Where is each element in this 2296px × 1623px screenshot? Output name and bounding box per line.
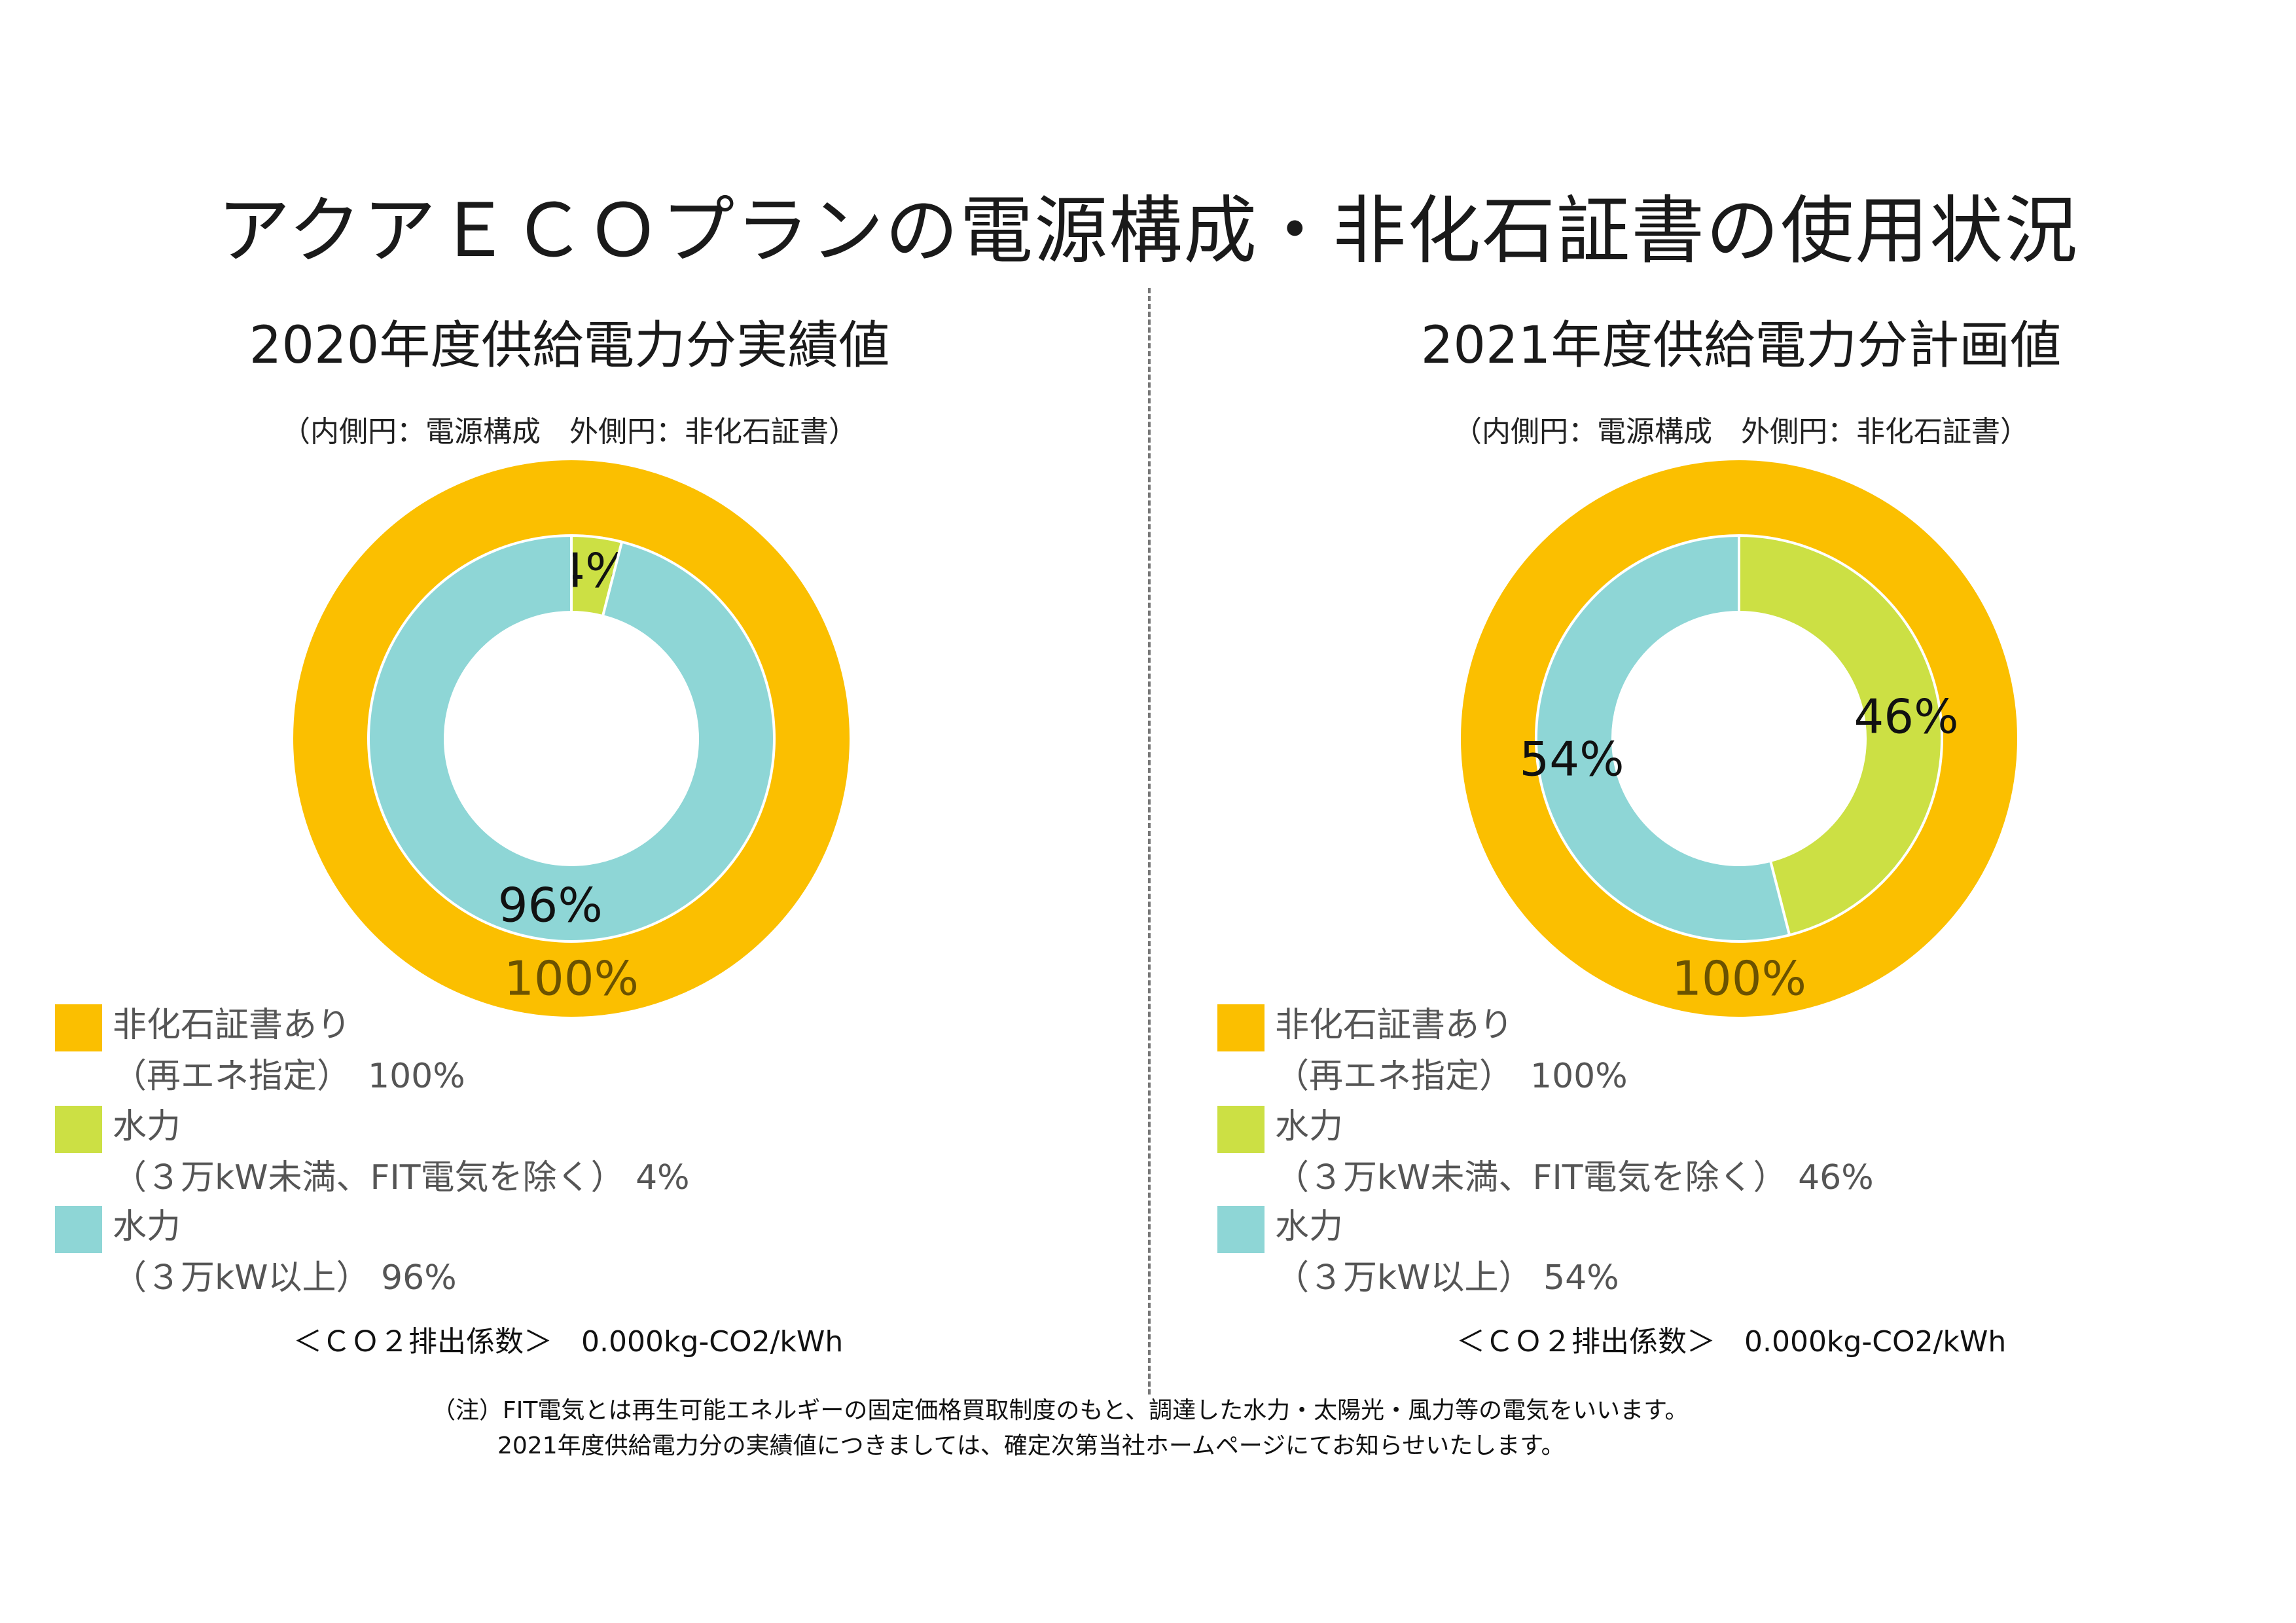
outer-ring-data-label: 100% — [504, 951, 639, 1006]
footnote-line-1: （注）FIT電気とは再生可能エネルギーの固定価格買取制度のもと、調達した水力・太… — [432, 1397, 1689, 1424]
panel-divider — [1148, 288, 1151, 1395]
inner-ring-slice — [1738, 534, 1943, 937]
legend-swatch — [1217, 1206, 1265, 1253]
legend-label: 非化石証書あり — [1275, 1006, 1514, 1045]
slice-data-label: 46% — [1854, 689, 1958, 744]
legend-swatch — [55, 1106, 102, 1153]
legend-value: （３万kW未満、FIT電気を除く） 4% — [113, 1158, 690, 1197]
footnote-line-2: 2021年度供給電力分の実績値につきましては、確定次第当社ホームページにてお知ら… — [497, 1432, 1565, 1459]
legend-item-hydro-small-2021: 水力 （３万kW未満、FIT電気を除く） 46% — [1217, 1106, 2199, 1204]
outer-ring-slice — [293, 460, 850, 1017]
legend-value: （再エネ指定） 100% — [113, 1057, 465, 1096]
outer-ring-slice — [1461, 460, 2017, 1017]
legend-label: 水力 — [1275, 1107, 1344, 1146]
legend-label: 非化石証書あり — [113, 1006, 351, 1045]
legend-item-hydro-small-2020: 水力 （３万kW未満、FIT電気を除く） 4% — [55, 1106, 1037, 1204]
donut-chart-2021: 46% 54% 100% — [1461, 460, 2017, 1017]
chart-title-2020: 2020年度供給電力分実績値 — [249, 316, 890, 375]
inner-ring-slice — [367, 534, 776, 943]
co2-coefficient-2020: ＜ＣＯ２排出係数＞ 0.000kg-CO2/kWh — [293, 1325, 844, 1359]
legend-swatch — [1217, 1004, 1265, 1051]
legend-value: （３万kW未満、FIT電気を除く） 46% — [1275, 1158, 1874, 1197]
legend-label: 水力 — [113, 1107, 181, 1146]
legend-item-hydro-large-2021: 水力 （３万kW以上） 54% — [1217, 1206, 2199, 1304]
legend-value: （再エネ指定） 100% — [1275, 1057, 1628, 1096]
donut-chart-2020: 4%96%100% — [293, 460, 850, 1017]
legend-item-non-fossil-2020: 非化石証書あり （再エネ指定） 100% — [55, 1004, 1037, 1103]
chart-title-2021: 2021年度供給電力分計画値 — [1420, 316, 2062, 375]
slice-data-label: 96% — [498, 877, 603, 932]
co2-coefficient-2021: ＜ＣＯ２排出係数＞ 0.000kg-CO2/kWh — [1456, 1325, 2007, 1359]
footnote: （注）FIT電気とは再生可能エネルギーの固定価格買取制度のもと、調達した水力・太… — [432, 1393, 1689, 1464]
inner-ring-slice — [1535, 534, 1791, 943]
legend-label: 水力 — [113, 1207, 181, 1247]
legend-swatch — [55, 1004, 102, 1051]
legend-value: （３万kW以上） 54% — [1275, 1258, 1619, 1298]
legend-label: 水力 — [1275, 1207, 1344, 1247]
legend-swatch — [55, 1206, 102, 1253]
outer-ring-data-label: 100% — [1672, 951, 1806, 1006]
legend-value: （３万kW以上） 96% — [113, 1258, 457, 1298]
legend-item-hydro-large-2020: 水力 （３万kW以上） 96% — [55, 1206, 1037, 1304]
chart-subtitle-2021: （内側円：電源構成 外側円：非化石証書） — [1453, 415, 2029, 448]
slice-data-label: 54% — [1520, 731, 1624, 786]
legend-item-non-fossil-2021: 非化石証書あり （再エネ指定） 100% — [1217, 1004, 2199, 1103]
legend-swatch — [1217, 1106, 1265, 1153]
chart-subtitle-2020: （内側円：電源構成 外側円：非化石証書） — [281, 415, 857, 448]
page-title: アクアＥＣＯプランの電源構成・非化石証書の使用状況 — [217, 189, 2079, 274]
